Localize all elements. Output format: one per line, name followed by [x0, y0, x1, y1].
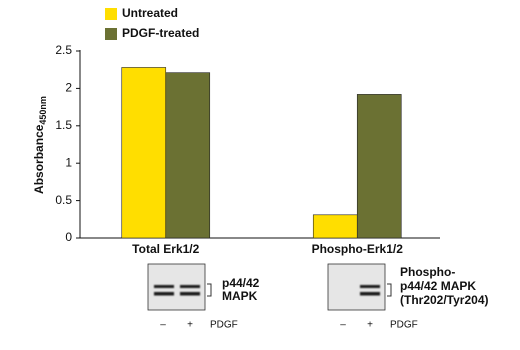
blot-label: MAPK — [222, 289, 258, 303]
blot-panel: p44/42 MAPK – + PDGF — [147, 263, 260, 331]
y-tick-label: 2 — [65, 81, 72, 95]
bar — [165, 72, 211, 239]
lane-label: – — [340, 320, 346, 331]
x-tick-label: Phospho-Erk1/2 — [312, 242, 404, 256]
y-tick-label: 2.5 — [55, 43, 72, 57]
blot-panel: Phospho- p44/42 MAPK (Thr202/Tyr204) – +… — [327, 263, 488, 331]
y-tick-label: 0.5 — [55, 193, 72, 207]
legend-label: PDGF-treated — [122, 26, 199, 40]
y-tick-label: 1 — [65, 155, 72, 169]
x-tick-label: Total Erk1/2 — [132, 242, 199, 256]
treatment-label: PDGF — [210, 320, 238, 331]
legend-label: Untreated — [122, 6, 178, 20]
blot-label: p44/42 — [222, 276, 260, 290]
bar — [312, 214, 358, 239]
legend-swatch — [105, 28, 117, 40]
y-axis-label: Absorbance450nm — [32, 96, 48, 194]
lane-label: – — [160, 320, 166, 331]
treatment-label: PDGF — [390, 320, 418, 331]
y-tick-label: 0 — [65, 230, 72, 244]
legend-swatch — [105, 8, 117, 20]
y-tick-label: 1.5 — [55, 118, 72, 132]
bar — [356, 94, 402, 239]
y-label-main: Absorbance — [32, 124, 46, 194]
lane-label: + — [187, 320, 193, 331]
blot-label: p44/42 MAPK — [400, 279, 476, 293]
blot-label: Phospho- — [400, 265, 455, 279]
lane-label: + — [367, 320, 373, 331]
y-label-subscript: 450nm — [38, 96, 48, 125]
blot-label: (Thr202/Tyr204) — [400, 293, 488, 307]
bar — [121, 67, 167, 239]
